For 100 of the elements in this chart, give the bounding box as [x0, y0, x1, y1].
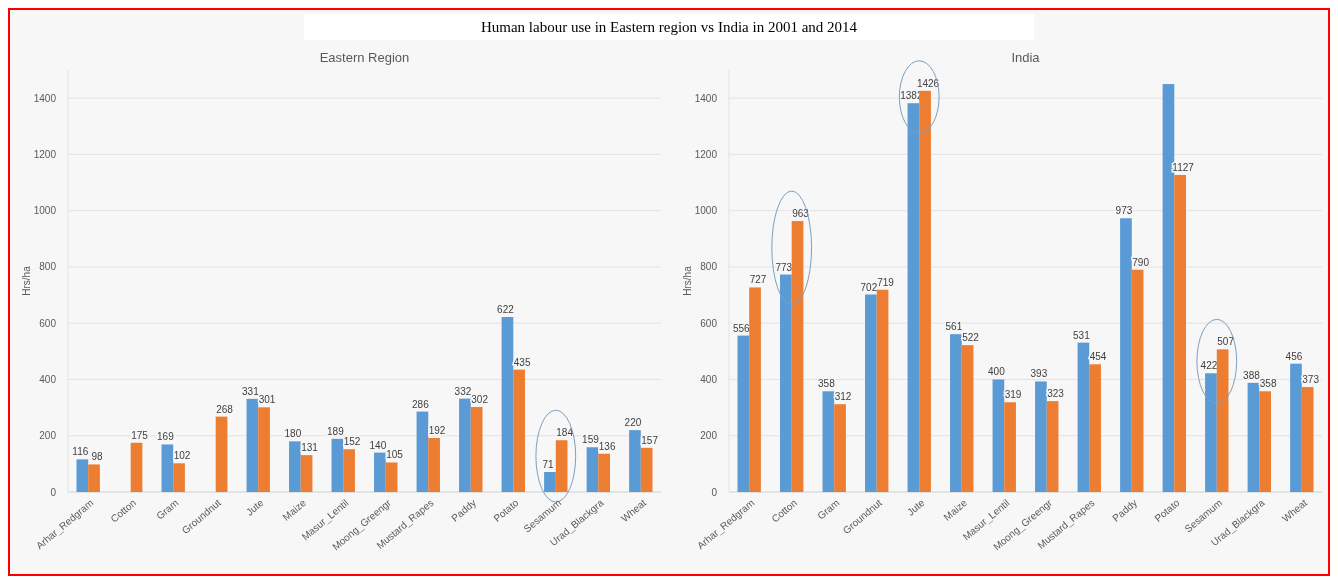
bar — [749, 287, 761, 492]
data-label: 140 — [369, 439, 387, 451]
y-tick-label: 0 — [711, 486, 718, 498]
data-label: 622 — [497, 304, 515, 316]
data-label: 152 — [343, 436, 361, 448]
y-tick-label: 1400 — [694, 92, 718, 104]
data-label: 189 — [327, 425, 345, 437]
bar — [950, 334, 962, 492]
data-label: 393 — [1030, 368, 1048, 380]
bar — [428, 437, 440, 492]
bar — [737, 335, 750, 492]
data-label: 157 — [641, 434, 659, 446]
data-label: 105 — [386, 449, 404, 461]
bar — [780, 274, 792, 492]
bar — [374, 452, 386, 492]
y-tick-label: 1000 — [694, 205, 718, 217]
data-label: 561 — [945, 321, 963, 333]
data-label: 98 — [91, 451, 104, 463]
bar — [470, 407, 483, 492]
data-label: 1426 — [916, 77, 940, 89]
data-label: 522 — [962, 332, 980, 344]
bar — [1004, 402, 1016, 492]
bar — [289, 441, 301, 492]
y-tick-label: 1200 — [33, 148, 57, 160]
bar — [459, 398, 471, 492]
y-tick-label: 800 — [700, 261, 718, 273]
data-label: 301 — [258, 394, 276, 406]
bar — [258, 407, 270, 492]
data-label: 331 — [242, 385, 260, 397]
data-label: 323 — [1047, 388, 1065, 400]
y-tick-label: 0 — [50, 486, 57, 498]
data-label: 727 — [749, 274, 767, 286]
bar — [130, 442, 143, 492]
y-tick-label: 600 — [700, 317, 718, 329]
chart-title: Eastern Region — [319, 50, 410, 65]
y-tick-label: 400 — [39, 373, 57, 385]
data-label: 358 — [1259, 378, 1277, 390]
bar — [215, 416, 228, 492]
data-label: 192 — [428, 424, 446, 436]
data-label: 456 — [1285, 350, 1303, 362]
bar — [876, 289, 889, 492]
bar — [555, 440, 568, 492]
bar — [907, 103, 920, 492]
bar — [544, 472, 556, 492]
y-tick-label: 1200 — [694, 148, 718, 160]
text: Human labour use in Eastern region vs India in 2001 and 2014 — [480, 19, 858, 35]
data-label: 268 — [216, 403, 234, 415]
data-label: 116 — [72, 446, 89, 458]
bar — [961, 345, 974, 492]
bar — [1077, 342, 1090, 492]
y-tick-label: 800 — [39, 261, 57, 273]
bar — [1247, 382, 1260, 492]
bar — [246, 398, 259, 492]
bar — [1290, 363, 1302, 492]
data-label: 531 — [1073, 329, 1091, 341]
data-label: 963 — [792, 208, 810, 220]
data-label: 286 — [412, 398, 430, 410]
bar — [88, 464, 100, 492]
bar — [161, 444, 174, 492]
y-axis-title: Hrs/ha — [21, 265, 32, 296]
y-tick-label: 200 — [39, 430, 57, 442]
bar — [640, 447, 653, 492]
bar — [513, 369, 525, 492]
data-label: 973 — [1115, 205, 1133, 217]
bar — [1216, 349, 1229, 492]
data-label: 175 — [131, 429, 149, 441]
data-label: 702 — [860, 281, 878, 293]
bar — [343, 449, 355, 492]
bar — [1205, 373, 1217, 492]
data-label: 159 — [582, 434, 600, 446]
data-label: 102 — [173, 450, 191, 462]
y-tick-label: 200 — [700, 430, 718, 442]
data-label: 454 — [1089, 351, 1107, 363]
bar — [791, 221, 804, 492]
bar — [300, 455, 313, 492]
data-label: 312 — [834, 391, 852, 403]
data-label: 184 — [556, 427, 574, 439]
data-label: 790 — [1132, 256, 1150, 268]
bar — [822, 391, 835, 492]
bar — [501, 317, 514, 492]
bar — [385, 462, 398, 492]
bar — [1035, 381, 1047, 492]
bar — [598, 453, 610, 492]
data-label: 422 — [1200, 360, 1218, 372]
x-tick-label: Jute — [243, 496, 266, 518]
data-label: 773 — [775, 261, 793, 273]
chart-title: India — [1011, 50, 1041, 65]
bar — [1259, 391, 1271, 492]
data-label: 319 — [1004, 389, 1022, 401]
bar — [834, 404, 846, 492]
data-label: 435 — [513, 356, 531, 368]
y-axis-title: Hrs/ha — [682, 265, 693, 296]
data-label: 373 — [1302, 374, 1320, 386]
bar — [1131, 269, 1144, 492]
bar — [173, 463, 185, 492]
data-label: 507 — [1217, 336, 1235, 348]
data-label: 719 — [877, 276, 895, 288]
bar — [629, 430, 641, 492]
bar — [586, 447, 599, 492]
data-label: 131 — [301, 442, 319, 454]
